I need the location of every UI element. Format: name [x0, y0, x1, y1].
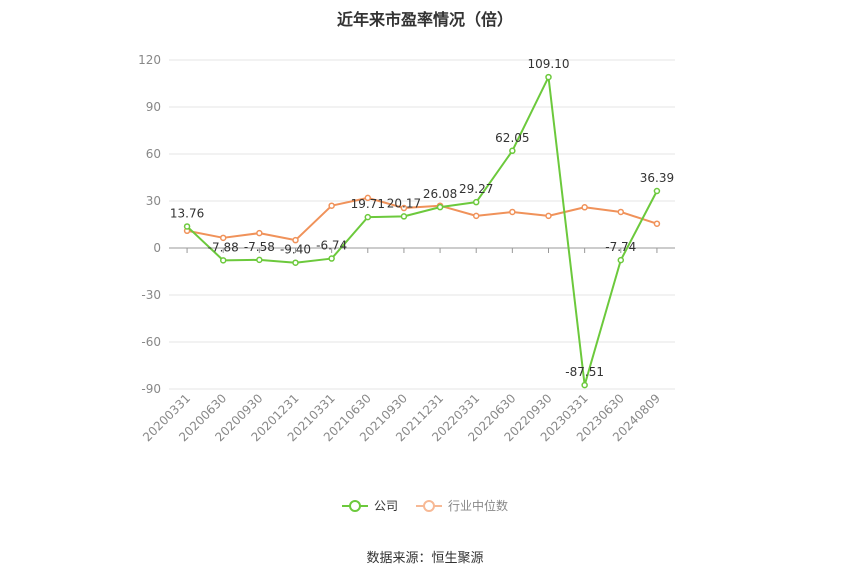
legend-label-industry: 行业中位数: [448, 499, 509, 513]
grid-lines: [169, 59, 675, 390]
series-lines: [183, 73, 661, 389]
legend: 公司 行业中位数: [0, 497, 850, 514]
data-point-company: [292, 259, 299, 266]
data-label: 62.05: [495, 131, 529, 145]
data-point-company: [256, 256, 263, 264]
data-point-industry: [400, 204, 408, 212]
data-label: 29.27: [459, 182, 493, 196]
data-point-company: [472, 198, 480, 206]
data-point-company: [617, 256, 625, 264]
y-axis: -90 -60 -30 0 30 60 90 120: [138, 53, 161, 396]
chart-title: 近年来市盈率情况（倍）: [336, 10, 513, 29]
data-label: -7.74: [605, 240, 636, 254]
y-tick-label: 0: [153, 241, 161, 255]
data-point-company: [328, 255, 335, 262]
data-point-industry: [545, 212, 552, 220]
data-point-industry: [364, 194, 372, 202]
data-point-industry: [328, 202, 335, 209]
data-label: -6.74: [316, 239, 347, 253]
data-point-company: [219, 257, 227, 264]
data-point-company: [509, 147, 516, 155]
legend-item-company[interactable]: 公司: [341, 497, 398, 514]
data-point-company: [364, 213, 372, 221]
data-point-industry: [509, 208, 516, 216]
data-point-industry: [219, 234, 227, 242]
data-point-industry: [617, 208, 625, 216]
legend-swatch-industry: [416, 499, 442, 513]
data-point-company: [545, 73, 552, 81]
data-labels: 13.76 -7.88 -7.58 -9.40 -6.74 19.71 20.1726.08…: [170, 57, 674, 379]
data-point-industry: [256, 229, 263, 237]
data-label: -87.51: [565, 365, 604, 379]
y-tick-label: 30: [146, 194, 161, 208]
data-label: -7.88: [208, 240, 239, 254]
y-tick-label: -60: [141, 335, 161, 349]
data-point-company: [183, 223, 191, 230]
series-line-company: [186, 76, 658, 387]
data-point-company: [436, 203, 444, 211]
legend-item-industry[interactable]: 行业中位数: [416, 497, 508, 514]
data-label: 109.10: [528, 57, 570, 71]
y-tick-label: 60: [146, 147, 161, 161]
data-label: 19.71: [351, 197, 385, 211]
data-label: -7.58: [244, 240, 275, 254]
y-tick-label: 90: [146, 100, 161, 114]
data-point-industry: [581, 204, 588, 211]
legend-swatch-company: [341, 499, 368, 513]
data-point-industry: [472, 212, 480, 220]
data-point-industry: [292, 236, 299, 244]
y-tick-label: -30: [141, 288, 161, 302]
data-point-company: [653, 187, 661, 195]
x-axis: 2020033120200630202009302020123120210331…: [140, 248, 663, 444]
legend-label-company: 公司: [373, 499, 398, 513]
data-source: 数据来源：恒生聚源: [366, 551, 484, 566]
data-point-industry: [653, 220, 661, 227]
data-label: 20.17: [387, 196, 421, 210]
series-line-industry: [186, 196, 658, 242]
data-label: 26.08: [423, 187, 457, 201]
data-label: 36.39: [640, 171, 674, 185]
y-tick-label: -90: [141, 382, 161, 396]
y-tick-label: 120: [138, 53, 161, 67]
data-label: -9.40: [280, 243, 311, 257]
data-label: 13.76: [170, 206, 204, 220]
data-point-company: [581, 381, 588, 389]
data-point-company: [400, 213, 408, 220]
